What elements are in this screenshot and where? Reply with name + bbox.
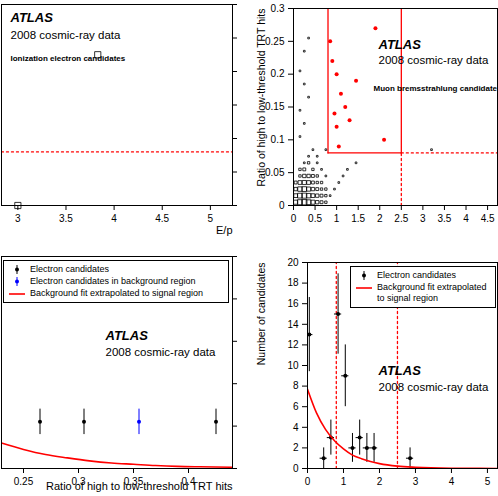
svg-text:3.5: 3.5 bbox=[437, 213, 451, 224]
svg-text:2008 cosmic-ray data: 2008 cosmic-ray data bbox=[11, 29, 122, 41]
svg-text:0: 0 bbox=[305, 476, 311, 487]
html-text:Background fit extrapolated to: Background fit extrapolated to signal re… bbox=[30, 288, 204, 298]
svg-text:0: 0 bbox=[293, 463, 299, 474]
svg-text:Muon bremsstrahlung candidates: Muon bremsstrahlung candidates bbox=[374, 84, 498, 93]
svg-text:4: 4 bbox=[463, 213, 469, 224]
html-text:Electron candidates: Electron candidates bbox=[377, 270, 457, 280]
svg-text:2008 cosmic-ray data: 2008 cosmic-ray data bbox=[379, 381, 490, 393]
svg-text:1: 1 bbox=[341, 476, 347, 487]
svg-text:ATLAS: ATLAS bbox=[105, 328, 149, 343]
svg-text:ATLAS: ATLAS bbox=[378, 363, 422, 378]
svg-text:Ratio of high to low-threshold: Ratio of high to low-threshold TRT hits bbox=[255, 9, 267, 187]
svg-text:1.5: 1.5 bbox=[351, 213, 365, 224]
svg-text:Ratio of high to low-threshold: Ratio of high to low-threshold TRT hits bbox=[46, 480, 233, 492]
svg-text:2: 2 bbox=[293, 442, 299, 453]
svg-text:0.25: 0.25 bbox=[14, 476, 34, 487]
svg-text:0.5: 0.5 bbox=[308, 213, 322, 224]
svg-text:4: 4 bbox=[293, 422, 299, 433]
svg-text:4.5: 4.5 bbox=[155, 213, 169, 224]
svg-text:12: 12 bbox=[287, 339, 299, 350]
svg-text:Number of candidates: Number of candidates bbox=[255, 263, 267, 366]
svg-text:18: 18 bbox=[287, 277, 299, 288]
svg-text:5: 5 bbox=[208, 213, 214, 224]
html-text:Electron candidates: Electron candidates bbox=[30, 264, 110, 274]
svg-text:2: 2 bbox=[377, 476, 383, 487]
svg-text:ATLAS: ATLAS bbox=[10, 10, 54, 25]
svg-text:4: 4 bbox=[449, 476, 455, 487]
html-text:Electron candidates in backgro: Electron candidates in background region bbox=[30, 276, 196, 286]
html-text:Background fit extrapolated to: Background fit extrapolated to signal re… bbox=[377, 282, 487, 303]
svg-text:2008 cosmic-ray data: 2008 cosmic-ray data bbox=[106, 346, 217, 358]
svg-text:0.3: 0.3 bbox=[271, 3, 285, 14]
svg-text:10: 10 bbox=[287, 360, 299, 371]
svg-text:3: 3 bbox=[413, 476, 419, 487]
svg-text:0.05: 0.05 bbox=[265, 167, 285, 178]
svg-text:16: 16 bbox=[287, 298, 299, 309]
svg-text:3.5: 3.5 bbox=[59, 213, 73, 224]
svg-text:8: 8 bbox=[293, 380, 299, 391]
svg-text:20: 20 bbox=[287, 257, 299, 268]
svg-text:ATLAS: ATLAS bbox=[378, 37, 422, 52]
svg-text:4.5: 4.5 bbox=[481, 213, 495, 224]
svg-text:0: 0 bbox=[291, 213, 297, 224]
svg-text:6: 6 bbox=[293, 401, 299, 412]
svg-text:0.1: 0.1 bbox=[271, 134, 285, 145]
svg-text:0.2: 0.2 bbox=[271, 68, 285, 79]
svg-text:1: 1 bbox=[334, 213, 340, 224]
svg-text:3: 3 bbox=[15, 213, 21, 224]
svg-text:Ionization electron candidates: Ionization electron candidates bbox=[11, 54, 126, 63]
svg-text:E/p: E/p bbox=[216, 224, 233, 236]
svg-text:0.25: 0.25 bbox=[265, 36, 285, 47]
svg-text:4: 4 bbox=[111, 213, 117, 224]
svg-text:3: 3 bbox=[420, 213, 426, 224]
svg-text:5: 5 bbox=[485, 476, 491, 487]
svg-text:0: 0 bbox=[279, 200, 285, 211]
svg-text:2.5: 2.5 bbox=[394, 213, 408, 224]
svg-text:2008 cosmic-ray data: 2008 cosmic-ray data bbox=[379, 54, 490, 66]
svg-text:2: 2 bbox=[377, 213, 383, 224]
svg-text:0.15: 0.15 bbox=[265, 101, 285, 112]
svg-text:14: 14 bbox=[287, 319, 299, 330]
